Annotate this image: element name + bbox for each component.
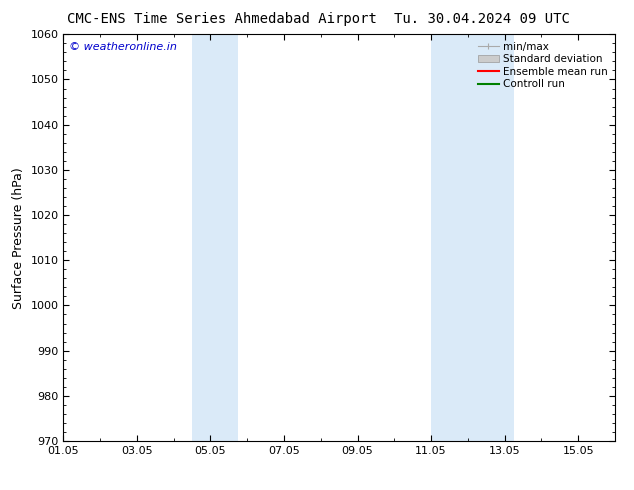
Text: CMC-ENS Time Series Ahmedabad Airport: CMC-ENS Time Series Ahmedabad Airport: [67, 12, 377, 26]
Bar: [192, 34, 238, 441]
Y-axis label: Surface Pressure (hPa): Surface Pressure (hPa): [12, 167, 25, 309]
Text: Tu. 30.04.2024 09 UTC: Tu. 30.04.2024 09 UTC: [394, 12, 570, 26]
Legend: min/max, Standard deviation, Ensemble mean run, Controll run: min/max, Standard deviation, Ensemble me…: [476, 40, 610, 92]
Text: © weatheronline.in: © weatheronline.in: [69, 43, 177, 52]
Bar: [431, 34, 514, 441]
